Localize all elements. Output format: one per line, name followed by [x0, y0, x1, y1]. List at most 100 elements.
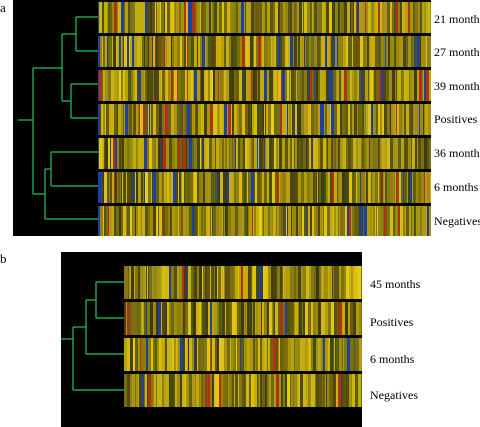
heatmap-strip — [291, 206, 292, 236]
heatmap-strip — [197, 266, 199, 299]
heatmap-strip — [130, 374, 132, 407]
heatmap-strip — [267, 36, 270, 67]
heatmap-strip — [181, 206, 183, 236]
heatmap-strip — [339, 266, 341, 299]
heatmap-strip — [104, 138, 105, 169]
heatmap-strip — [165, 36, 167, 67]
heatmap-strip — [336, 374, 338, 407]
heatmap-strip — [257, 374, 258, 407]
heatmap-strip — [138, 104, 139, 135]
heatmap-strip — [145, 266, 146, 299]
heatmap-strip — [261, 36, 262, 67]
heatmap-strip — [247, 302, 249, 335]
heatmap-strip — [294, 266, 296, 299]
heatmap-strip — [202, 36, 205, 67]
heatmap-strip — [280, 104, 282, 135]
heatmap-strip — [377, 206, 378, 236]
heatmap-strip — [128, 2, 130, 33]
heatmap-strip — [328, 206, 330, 236]
heatmap-strip — [404, 172, 407, 203]
heatmap-strip — [251, 266, 252, 299]
heatmap-strip — [210, 374, 212, 407]
heatmap-strip — [211, 2, 212, 33]
heatmap-strip — [153, 302, 156, 335]
heatmap-strip — [164, 36, 165, 67]
heatmap-strip — [219, 302, 221, 335]
heatmap-strip — [117, 138, 119, 169]
heatmap-strip — [274, 266, 277, 299]
heatmap-strip — [128, 70, 131, 101]
heatmap-strip — [149, 138, 152, 169]
heatmap-strip — [327, 104, 330, 135]
heatmap-strip — [388, 36, 390, 67]
heatmap-strip — [245, 302, 246, 335]
heatmap-strip — [413, 104, 416, 135]
heatmap-strip — [182, 172, 184, 203]
heatmap-strip — [269, 172, 272, 203]
heatmap-strip — [348, 36, 350, 67]
heatmap-strip — [243, 70, 246, 101]
heatmap-strip — [246, 266, 248, 299]
heatmap-strip — [353, 138, 356, 169]
heatmap-strip — [332, 172, 334, 203]
heatmap-strip — [198, 302, 201, 335]
heatmap-strip — [224, 266, 225, 299]
heatmap-strip — [156, 36, 158, 67]
heatmap-strip — [380, 2, 382, 33]
heatmap-strip — [320, 104, 323, 135]
heatmap-strip — [177, 36, 180, 67]
heatmap-strip — [188, 70, 191, 101]
heatmap-strip — [231, 104, 232, 135]
heatmap-strip — [395, 104, 396, 135]
heatmap-strip — [187, 266, 188, 299]
heatmap-strip — [327, 266, 328, 299]
heatmap-strip — [186, 206, 187, 236]
heatmap-strip — [207, 104, 210, 135]
heatmap-strip — [287, 338, 288, 371]
heatmap-strip — [348, 104, 350, 135]
heatmap-strip — [174, 374, 175, 407]
heatmap-strip — [304, 2, 307, 33]
heatmap-strip — [113, 36, 116, 67]
heatmap-strip — [169, 302, 171, 335]
heatmap-strip — [116, 36, 117, 67]
heatmap-strip — [208, 70, 210, 101]
heatmap-strip — [294, 138, 295, 169]
heatmap-strip — [297, 104, 300, 135]
heatmap-strip — [357, 172, 358, 203]
heatmap-strip — [301, 172, 304, 203]
heatmap-strip — [396, 70, 397, 101]
heatmap-strip — [121, 172, 122, 203]
heatmap-strip — [122, 36, 123, 67]
heatmap-strip — [127, 36, 128, 67]
heatmap-strip — [195, 374, 196, 407]
panel-b-heatmap-strips — [124, 266, 362, 407]
heatmap-strip — [291, 374, 293, 407]
heatmap-strip — [368, 70, 369, 101]
heatmap-strip — [395, 138, 398, 169]
heatmap-strip — [303, 2, 304, 33]
heatmap-strip — [203, 374, 205, 407]
heatmap-strip — [162, 206, 163, 236]
heatmap-strip — [316, 172, 317, 203]
heatmap-strip — [111, 70, 114, 101]
heatmap-strip — [136, 206, 138, 236]
heatmap-strip — [262, 266, 263, 299]
heatmap-strip — [385, 172, 387, 203]
heatmap-strip — [100, 2, 102, 33]
heatmap-strip — [375, 206, 376, 236]
panel-b-dendrogram — [61, 281, 124, 391]
heatmap-strip — [314, 104, 316, 135]
heatmap-strip — [207, 338, 210, 371]
heatmap-strip — [397, 104, 399, 135]
heatmap-strip — [167, 172, 168, 203]
heatmap-strip — [158, 138, 160, 169]
heatmap-strip — [171, 302, 174, 335]
heatmap-strip — [270, 206, 272, 236]
heatmap-strip — [157, 374, 160, 407]
heatmap-strip — [399, 36, 401, 67]
heatmap-strip — [140, 104, 143, 135]
heatmap-strip — [147, 70, 149, 101]
heatmap-strip — [246, 172, 247, 203]
heatmap-strip — [187, 172, 190, 203]
